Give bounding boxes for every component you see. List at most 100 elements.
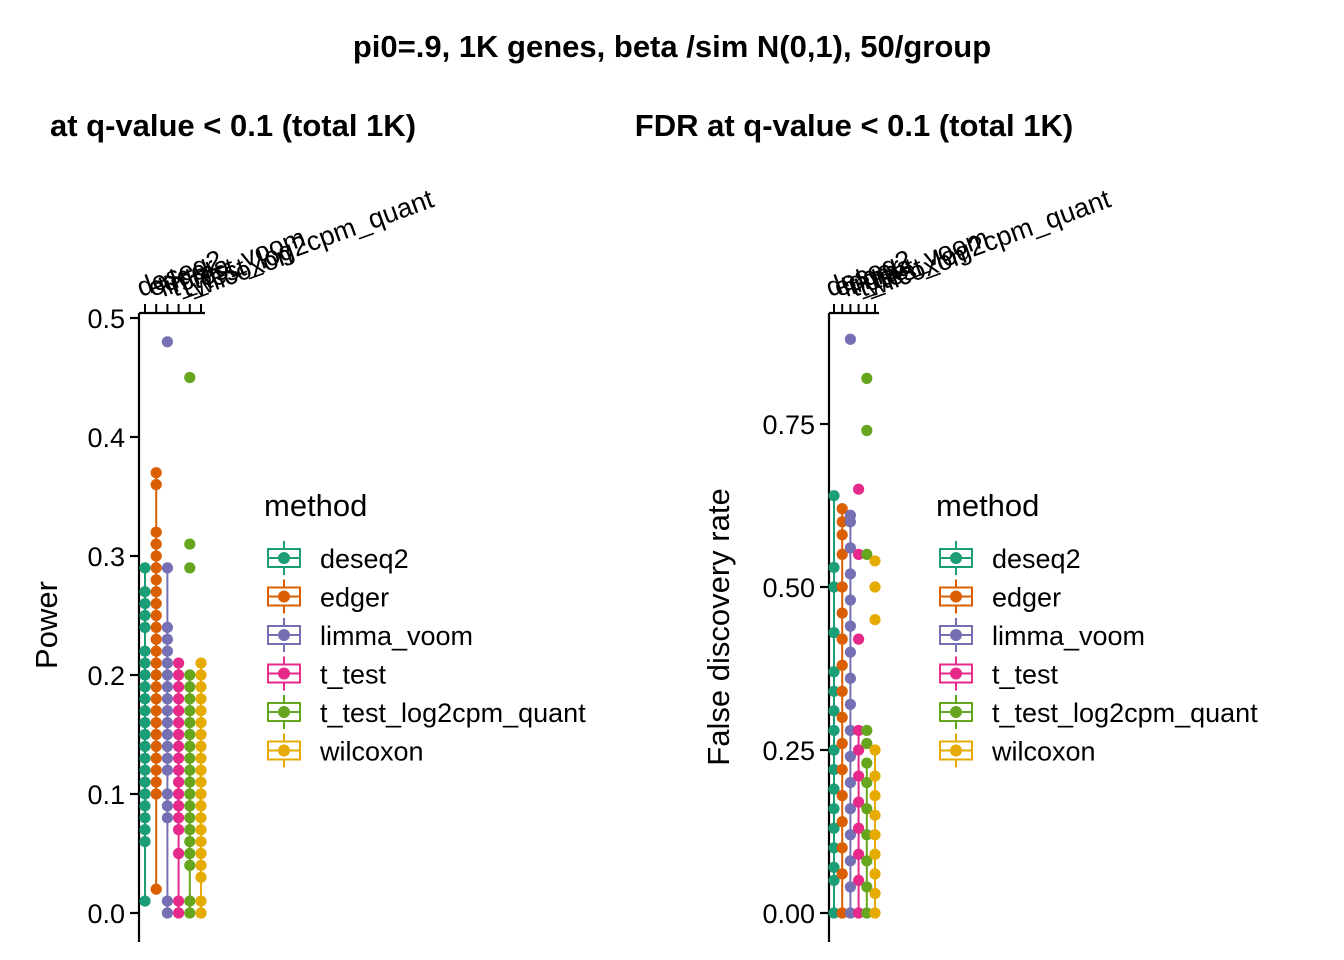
data-point	[836, 659, 848, 671]
data-point	[836, 607, 848, 619]
y-tick-label: 0.5	[87, 304, 125, 334]
data-point	[150, 693, 162, 705]
data-point	[184, 752, 196, 764]
data-point	[844, 509, 857, 521]
data-point	[844, 881, 857, 893]
legend-key-icon	[939, 733, 973, 768]
data-point	[844, 829, 857, 841]
data-point	[161, 788, 173, 800]
data-point	[828, 627, 840, 639]
data-point	[161, 657, 173, 669]
legend-key-icon	[267, 656, 301, 691]
data-point	[161, 740, 173, 753]
data-point	[161, 764, 173, 776]
data-point	[184, 669, 196, 681]
legend-item-deseq2: deseq2	[267, 541, 409, 575]
data-point	[853, 633, 865, 645]
data-point	[828, 803, 840, 815]
data-point	[828, 744, 840, 756]
data-point	[150, 717, 162, 729]
data-point	[139, 657, 151, 669]
data-point	[184, 776, 196, 788]
data-point	[836, 685, 848, 697]
data-point	[195, 871, 207, 883]
data-point	[184, 681, 196, 693]
data-point	[195, 740, 207, 753]
y-tick-label: 0.4	[87, 423, 125, 453]
fdr-marks	[828, 333, 881, 919]
data-point	[184, 812, 196, 824]
data-point	[195, 812, 207, 824]
data-point	[828, 907, 840, 919]
data-point	[161, 562, 173, 574]
data-point	[184, 693, 196, 705]
data-point	[150, 598, 162, 610]
data-point	[861, 777, 873, 789]
data-point	[844, 620, 857, 632]
data-point	[139, 764, 151, 776]
data-point	[173, 788, 185, 800]
legend-label: deseq2	[992, 544, 1081, 574]
power-panel: at q-value < 0.1 (total 1K) Power 0.0 0.1…	[29, 108, 438, 942]
data-point	[161, 907, 173, 919]
y-tick-label: 0.75	[762, 410, 815, 440]
data-point	[828, 822, 840, 834]
data-point	[195, 764, 207, 776]
legend-key-icon	[939, 579, 973, 614]
data-point	[853, 796, 865, 808]
data-point	[139, 609, 151, 622]
legend-key-icon	[939, 656, 973, 691]
data-point	[861, 829, 873, 841]
data-point	[195, 776, 207, 788]
data-point	[836, 516, 848, 528]
data-point	[853, 744, 865, 756]
series-limma_voom	[844, 333, 857, 919]
data-point	[184, 800, 196, 812]
data-point	[161, 669, 173, 681]
data-point	[861, 372, 873, 384]
data-point	[173, 705, 185, 717]
data-point	[869, 770, 881, 782]
legend-key-icon	[267, 541, 301, 575]
data-point	[150, 752, 162, 764]
data-point	[139, 562, 151, 574]
data-point	[861, 803, 873, 815]
data-point	[139, 728, 151, 741]
legend-label: t_test_log2cpm_quant	[320, 698, 586, 728]
data-point	[869, 809, 881, 821]
data-point	[150, 467, 162, 479]
data-point	[161, 336, 173, 348]
data-point	[150, 776, 162, 788]
data-point	[173, 740, 185, 753]
data-point	[195, 681, 207, 693]
data-point	[161, 752, 173, 764]
data-point	[184, 907, 196, 919]
data-point	[861, 757, 873, 769]
series-deseq2	[139, 562, 151, 907]
legend-label: edger	[320, 583, 389, 613]
data-point	[844, 777, 857, 789]
power-marks	[139, 336, 207, 919]
data-point	[853, 822, 865, 834]
data-point	[139, 800, 151, 812]
fdr-y-axis: 0.00 0.25 0.50 0.75	[762, 313, 831, 942]
data-point	[828, 685, 840, 697]
data-point	[150, 764, 162, 776]
legend-item-t_test: t_test	[939, 656, 1059, 691]
data-point	[828, 861, 840, 873]
data-point	[173, 693, 185, 705]
legend-key-icon	[267, 579, 301, 614]
legend-item-wilcoxon: wilcoxon	[939, 733, 1096, 768]
data-point	[836, 581, 848, 593]
data-point	[869, 848, 881, 860]
data-point	[161, 633, 173, 645]
data-point	[161, 645, 173, 657]
y-tick-label: 0.1	[87, 780, 125, 810]
data-point	[195, 847, 207, 860]
fdr-panel-title: FDR at q-value < 0.1 (total 1K)	[635, 108, 1073, 143]
data-point	[828, 763, 840, 776]
series-t_test_log2cpm_quant	[861, 372, 873, 919]
data-point	[139, 836, 151, 848]
data-point	[853, 874, 865, 887]
series-wilcoxon	[195, 657, 207, 919]
